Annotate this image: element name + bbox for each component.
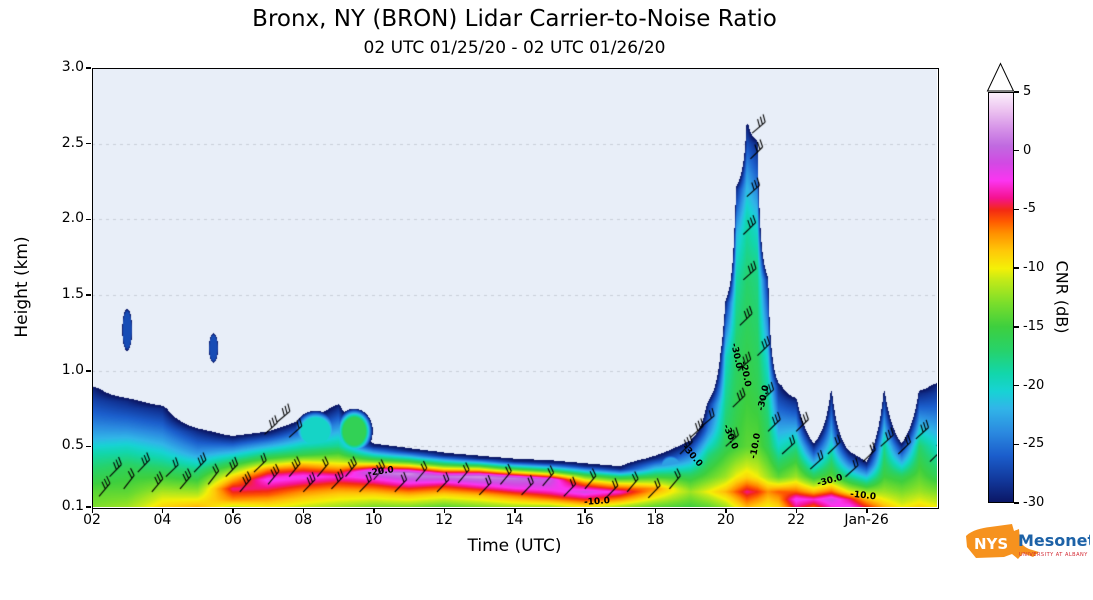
y-tick-label: 3.0 [61,59,84,75]
colorbar-tickmark [1014,326,1019,328]
y-axis-label: Height (km) [12,236,32,338]
x-tick-label: 08 [294,512,313,528]
colorbar-tick-label: -5 [1023,201,1036,217]
x-tick-label: 14 [505,512,524,528]
tickmark [86,67,91,69]
tickmark [654,508,657,513]
x-tick-label: 16 [575,512,594,528]
colorbar-tick-label: 0 [1023,142,1032,158]
nys-state-icon: NYS Mesonet UNIVERSITY AT ALBANY [966,524,1093,559]
tickmark [86,445,91,448]
tickmark [514,508,516,513]
wind-barbs-overlay-canvas [92,68,937,507]
colorbar-tickmark [1014,443,1019,446]
logo-tagline-text: UNIVERSITY AT ALBANY [1019,552,1088,558]
tickmark [161,508,164,513]
y-tick-label: 0.1 [61,498,84,514]
colorbar-tickmark [1014,208,1019,211]
x-axis-label: Time (UTC) [467,536,562,556]
tickmark [86,142,91,145]
colorbar-tick-label: -15 [1023,318,1045,334]
chart-subtitle: 02 UTC 01/25/20 - 02 UTC 01/26/20 [363,38,666,58]
x-tick-label: 12 [435,512,453,528]
y-tick-label: 0.5 [61,437,84,454]
colorbar-tick-label: -30 [1023,495,1045,510]
colorbar-tickmark [1014,267,1019,269]
x-tick-label: Jan-26 [844,512,889,528]
tickmark [86,506,91,508]
tickmark [795,508,798,513]
colorbar [988,92,1014,503]
x-tick-label: 20 [716,512,735,528]
y-tick-label: 1.0 [61,361,84,378]
tickmark [373,508,375,513]
tickmark [866,508,868,513]
tickmark [86,218,91,221]
colorbar-label: CNR (dB) [1052,260,1072,334]
colorbar-tickmark [1014,384,1019,387]
colorbar-tick-label: -20 [1023,377,1045,393]
colorbar-tickmark [1014,502,1019,504]
colorbar-over-arrow [986,62,1015,92]
x-tick-label: 18 [646,512,665,528]
y-tick-label: 2.0 [61,210,84,227]
logo-mesonet-text: Mesonet [1018,531,1090,550]
y-tick-label: 2.5 [61,134,84,151]
tickmark [232,508,234,513]
x-tick-label: 22 [787,512,806,528]
y-tick-label: 1.5 [61,286,84,303]
tickmark [86,294,91,296]
tickmark [443,508,446,513]
colorbar-tickmark [1014,91,1019,93]
x-tick-label: 10 [364,512,383,528]
tickmark [91,508,93,513]
colorbar-tickmark [1014,149,1019,152]
x-tick-label: 04 [153,512,172,528]
tickmark [302,508,305,513]
colorbar-tick-label: 5 [1023,84,1032,99]
mesonet-logo: NYS Mesonet UNIVERSITY AT ALBANY [962,516,1093,584]
chart-title: Bronx, NY (BRON) Lidar Carrier-to-Noise … [252,6,777,32]
tickmark [86,370,91,372]
tickmark [725,508,727,513]
logo-nys-text: NYS [974,535,1008,553]
colorbar-tick-label: -10 [1023,260,1045,276]
tickmark [584,508,586,513]
x-tick-label: 02 [83,512,101,528]
colorbar-tick-label: -25 [1023,436,1045,452]
x-tick-label: 06 [223,512,242,528]
